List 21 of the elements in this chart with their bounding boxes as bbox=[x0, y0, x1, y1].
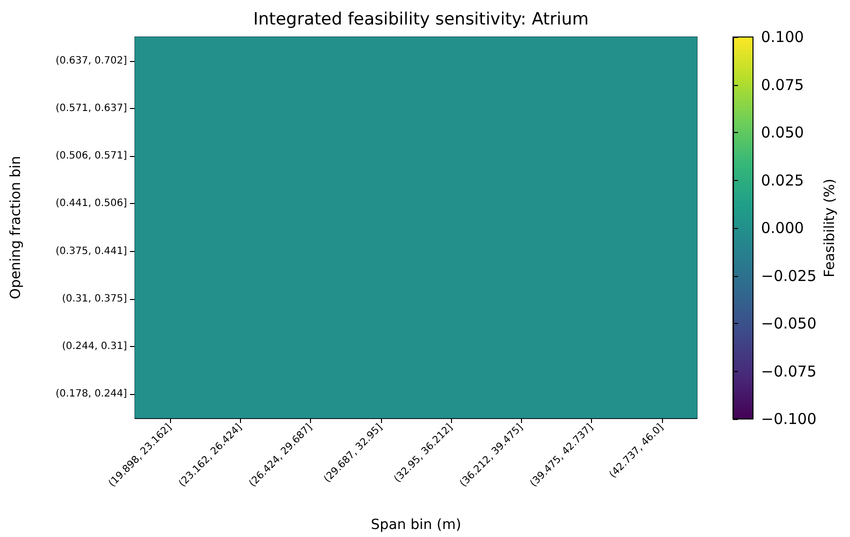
y-axis-title: Opening fraction bin bbox=[8, 156, 24, 300]
color-bar-title: Feasibility (%) bbox=[822, 178, 838, 278]
x-axis-title: Span bin (m) bbox=[370, 517, 462, 533]
y-tick-label: (0.178, 0.244] bbox=[56, 388, 128, 400]
color-bar-label: −0.100 bbox=[761, 410, 817, 428]
y-tick-label: (0.506, 0.571] bbox=[56, 150, 128, 162]
y-tick-label: (0.375, 0.441] bbox=[56, 246, 128, 257]
color-bar-label: −0.075 bbox=[761, 362, 817, 380]
color-bar-label: 0.000 bbox=[761, 219, 804, 237]
color-bar-label: 0.025 bbox=[761, 171, 804, 190]
color-bar-label: −0.025 bbox=[761, 266, 817, 285]
color-bar-label: 0.075 bbox=[761, 76, 804, 94]
y-tick-label: (0.571, 0.637] bbox=[56, 102, 128, 114]
color-bar-label: 0.100 bbox=[761, 28, 804, 46]
chart-title: Integrated feasibility sensitivity: Atrium bbox=[253, 10, 589, 30]
y-tick-label: (0.31, 0.375] bbox=[62, 293, 128, 304]
color-bar-label: −0.050 bbox=[761, 314, 817, 332]
y-tick-label: (0.637, 0.702] bbox=[56, 55, 128, 66]
color-bar-label: 0.050 bbox=[761, 124, 804, 142]
y-tick-label: (0.441, 0.506] bbox=[56, 198, 128, 210]
y-tick-label: (0.244, 0.31] bbox=[62, 341, 128, 352]
